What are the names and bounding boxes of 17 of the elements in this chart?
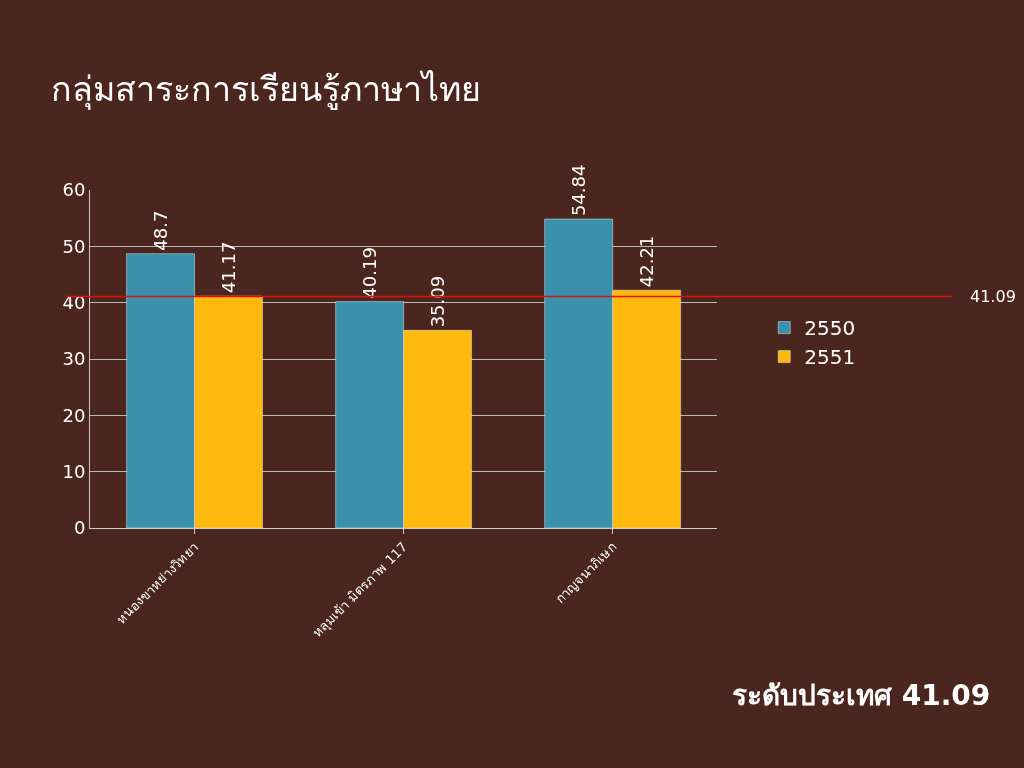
text: ระดับประเทศ 41.09 xyxy=(732,679,991,712)
data-label: 41.17 xyxy=(218,241,240,294)
data-label: 48.7 xyxy=(150,210,172,251)
chart-title: กลุ่มสาระการเรียนรู้ภาษาไทย xyxy=(51,68,482,110)
y-tick-label: 30 xyxy=(62,348,86,370)
data-label: 40.19 xyxy=(359,247,381,299)
y-tick-label: 60 xyxy=(62,179,86,201)
legend-label: 2550 xyxy=(804,316,856,341)
data-label: 35.09 xyxy=(427,275,449,328)
legend-label: 2551 xyxy=(804,345,856,370)
data-label: 54.84 xyxy=(568,164,590,217)
y-tick-label: 10 xyxy=(62,460,86,482)
y-tick-label: 50 xyxy=(62,235,86,257)
data-label: 42.21 xyxy=(636,235,658,288)
y-tick-label: 0 xyxy=(73,517,86,539)
y-tick-label: 20 xyxy=(62,404,86,426)
ref-line-label: 41.09 xyxy=(970,287,1016,306)
